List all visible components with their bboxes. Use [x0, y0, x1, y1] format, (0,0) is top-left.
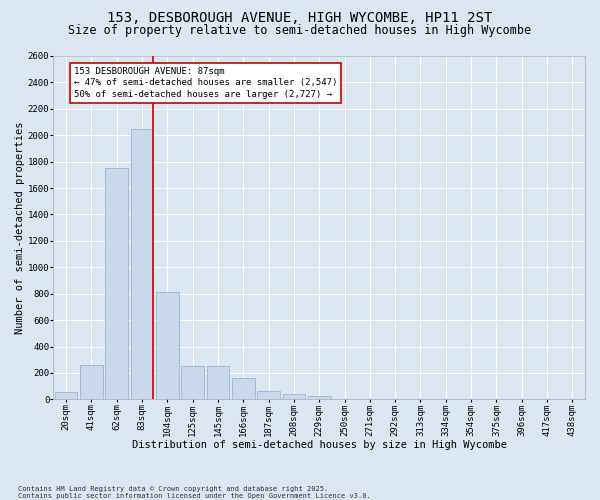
Bar: [106, 168, 128, 400]
X-axis label: Distribution of semi-detached houses by size in High Wycombe: Distribution of semi-detached houses by …: [132, 440, 507, 450]
Y-axis label: Number of semi-detached properties: Number of semi-detached properties: [15, 122, 25, 334]
Bar: [181, 366, 204, 400]
Bar: [206, 366, 229, 400]
Text: 153, DESBOROUGH AVENUE, HIGH WYCOMBE, HP11 2ST: 153, DESBOROUGH AVENUE, HIGH WYCOMBE, HP…: [107, 11, 493, 25]
Bar: [283, 394, 305, 400]
Bar: [308, 396, 331, 400]
Bar: [131, 128, 154, 400]
Bar: [232, 378, 254, 400]
Bar: [80, 365, 103, 400]
Text: 153 DESBOROUGH AVENUE: 87sqm
← 47% of semi-detached houses are smaller (2,547)
5: 153 DESBOROUGH AVENUE: 87sqm ← 47% of se…: [74, 66, 337, 99]
Bar: [156, 292, 179, 400]
Bar: [257, 392, 280, 400]
Text: Size of property relative to semi-detached houses in High Wycombe: Size of property relative to semi-detach…: [68, 24, 532, 37]
Bar: [55, 392, 77, 400]
Text: Contains HM Land Registry data © Crown copyright and database right 2025.
Contai: Contains HM Land Registry data © Crown c…: [18, 486, 371, 499]
